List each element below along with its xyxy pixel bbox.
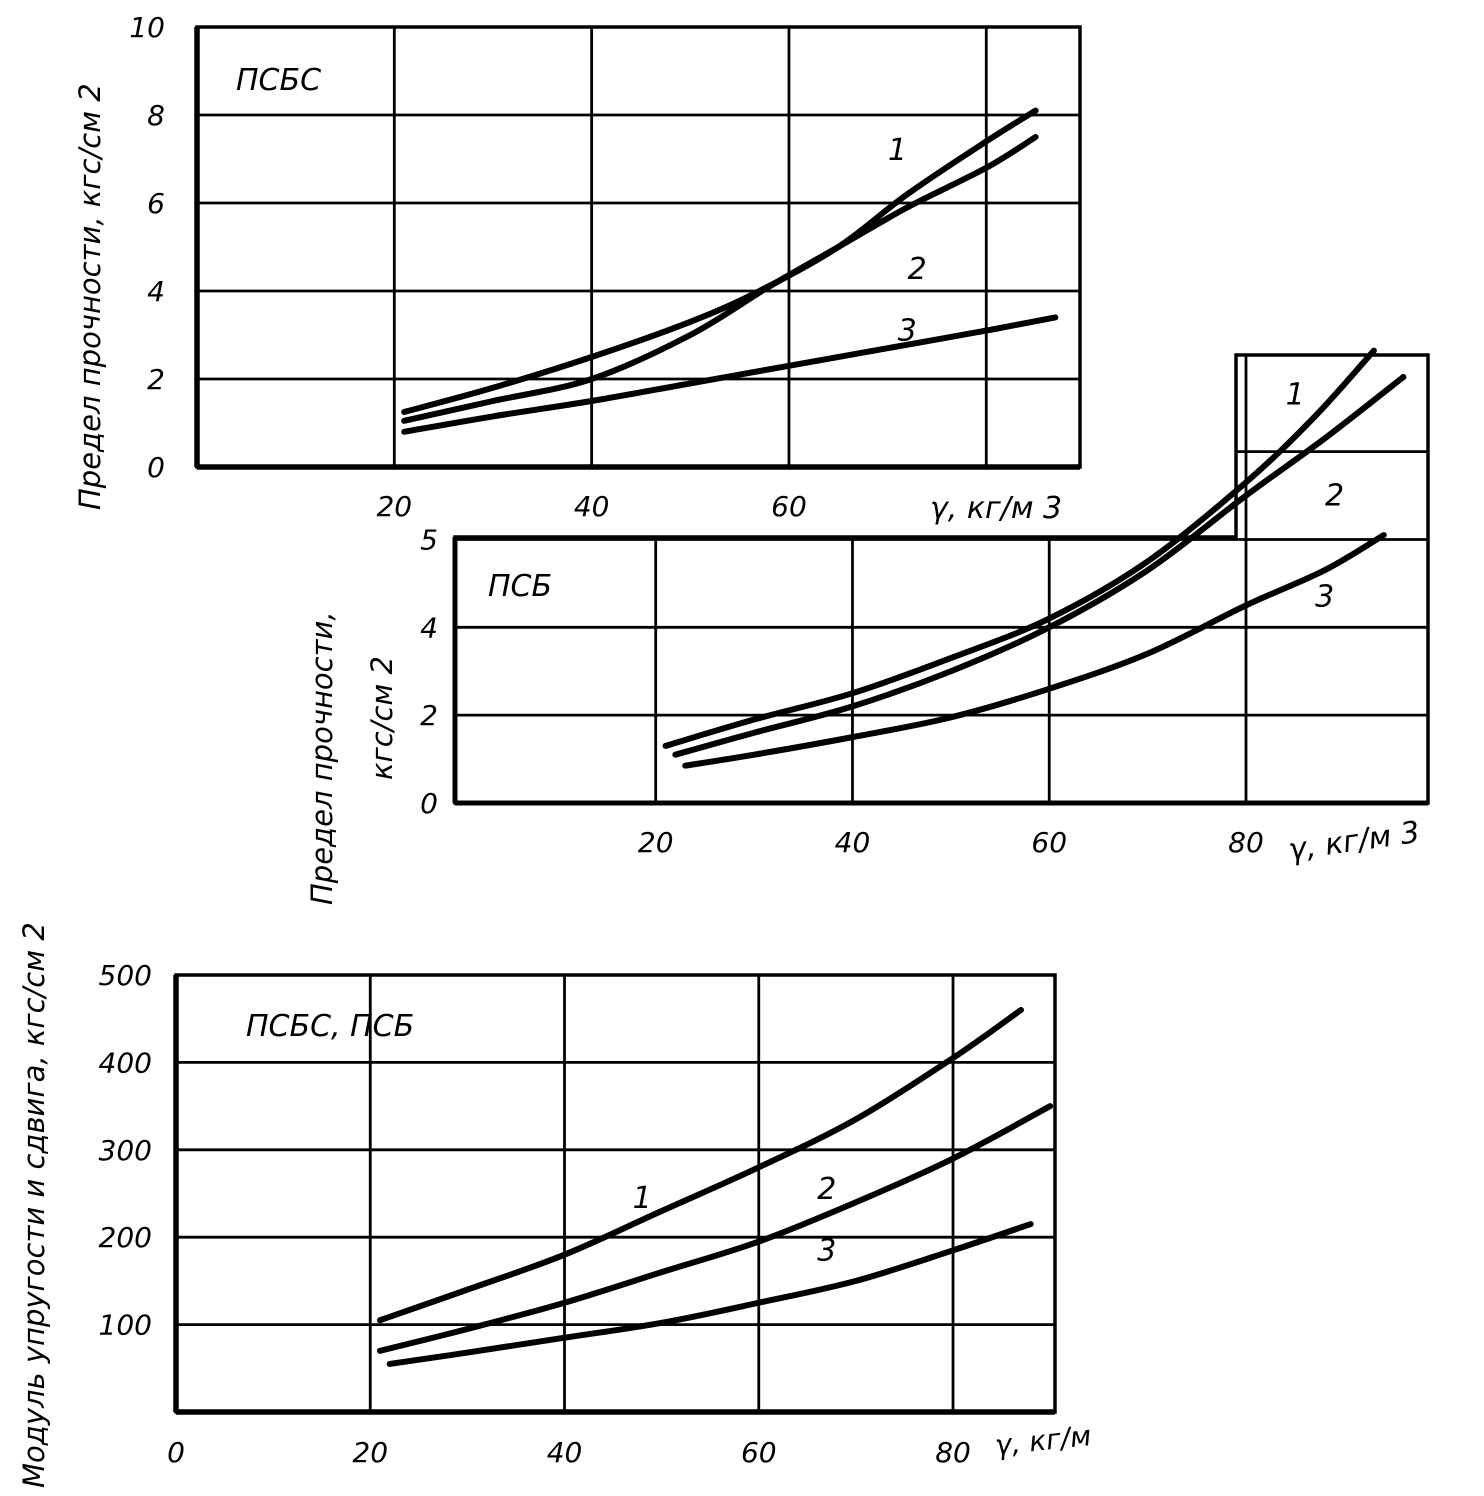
x-axis-label: γ, кг/м	[993, 1419, 1092, 1462]
curve-2	[376, 1103, 1054, 1354]
curves: 1 2 3	[401, 107, 1059, 435]
x-tick-label: 20	[638, 826, 674, 859]
curve-2	[401, 134, 1039, 424]
chart-title: ПСБС, ПСБ	[246, 1009, 414, 1044]
x-tick-label: 60	[771, 490, 807, 523]
curves: 1 2 3	[662, 347, 1407, 769]
grid	[173, 973, 1057, 1415]
y-tick-label: 5	[420, 523, 438, 556]
y-tick-label: 10	[129, 11, 165, 44]
chart-psb-strength: 1 2 3 20 40 60 80 0 2 4 5 ПСБ γ, кг/м 3 Предел пр…	[305, 347, 1430, 905]
curve-1	[662, 347, 1377, 749]
y-tick-label: 500	[99, 959, 152, 992]
plot-frame	[453, 353, 1430, 805]
x-tick-label: 60	[741, 1436, 777, 1469]
tick-labels: 20 40 60 0 2 4 6 8 10	[129, 11, 806, 523]
y-tick-label: 200	[99, 1221, 152, 1254]
x-tick-label: 40	[835, 826, 871, 859]
y-tick-label: 0	[147, 451, 165, 484]
chart-modulus: 1 2 3 0 20 40 60 80 100 200 300 400 500 ПСБС, ПСБ γ…	[17, 922, 1093, 1488]
curve-label-1: 1	[633, 1181, 652, 1216]
x-tick-label: 80	[935, 1436, 971, 1469]
curve-2	[672, 373, 1407, 758]
y-tick-label: 8	[147, 99, 165, 132]
x-tick-label: 60	[1031, 826, 1067, 859]
x-axis-label: γ, кг/м 3	[1286, 815, 1422, 868]
curve-label-2: 2	[817, 1172, 836, 1207]
x-tick-label: 40	[547, 1436, 583, 1469]
curve-1	[401, 107, 1039, 415]
y-axis-label-line1: Предел прочности,	[305, 611, 339, 905]
chart-title: ПСБС	[236, 63, 321, 98]
y-tick-label: 2	[147, 363, 165, 396]
x-tick-label: 20	[352, 1436, 388, 1469]
curve-3	[386, 1221, 1034, 1367]
y-tick-label: 6	[147, 187, 165, 220]
y-tick-label: 300	[99, 1134, 152, 1167]
y-tick-label: 100	[99, 1309, 152, 1342]
x-tick-label: 20	[376, 490, 412, 523]
y-tick-label: 400	[99, 1046, 152, 1079]
y-axis-label: Предел прочности, кгс/см 2	[73, 83, 107, 510]
curve-label-3: 3	[1315, 580, 1334, 615]
y-tick-label: 2	[420, 699, 438, 732]
curve-label-1: 1	[1286, 378, 1305, 413]
curve-label-2: 2	[1325, 479, 1344, 514]
curve-3	[401, 314, 1059, 435]
curve-label-2: 2	[908, 252, 927, 287]
grid	[452, 353, 1430, 806]
plot-frame	[195, 25, 1082, 469]
x-axis-label: γ, кг/м 3	[930, 491, 1062, 526]
y-tick-label: 4	[420, 611, 438, 644]
x-tick-label: 40	[574, 490, 610, 523]
curve-3	[682, 532, 1387, 769]
tick-labels: 20 40 60 80 0 2 4 5	[420, 523, 1264, 859]
y-axis-label-line2: кгс/см 2	[365, 656, 399, 780]
curve-label-3: 3	[817, 1233, 836, 1268]
x-tick-label: 0	[167, 1436, 185, 1469]
chart-title: ПСБ	[488, 569, 552, 604]
curves: 1 2 3	[376, 1006, 1054, 1367]
grid	[194, 25, 1082, 470]
x-tick-label: 80	[1228, 826, 1264, 859]
y-tick-label: 4	[147, 275, 165, 308]
y-tick-label: 0	[420, 787, 438, 820]
chart-psbs-strength: 1 2 3 20 40 60 0 2 4 6 8 10 ПСБС γ, кг/м 3 Предел …	[73, 11, 1082, 526]
curve-label-1: 1	[888, 133, 907, 168]
y-axis-label: Модуль упругости и сдвига, кгс/см 2	[17, 922, 51, 1488]
curve-1	[376, 1006, 1025, 1324]
tick-labels: 0 20 40 60 80 100 200 300 400 500	[99, 959, 971, 1469]
curve-label-3: 3	[898, 314, 917, 349]
